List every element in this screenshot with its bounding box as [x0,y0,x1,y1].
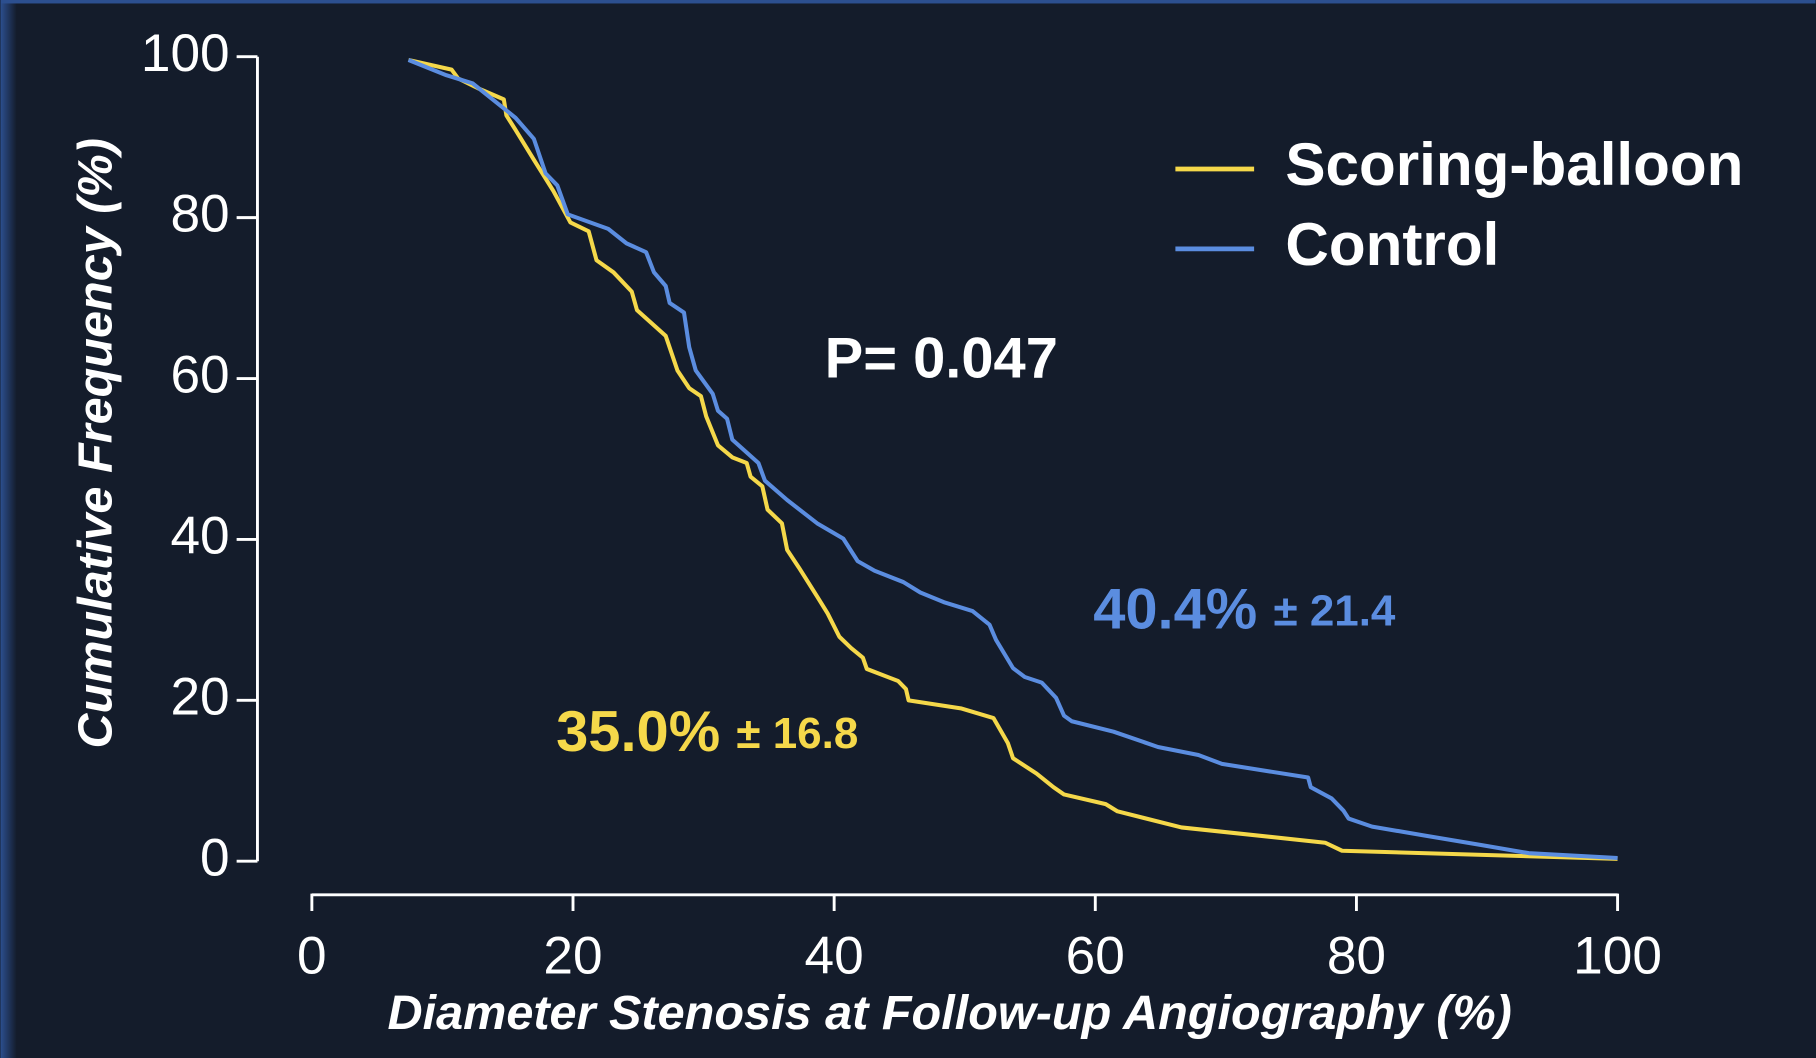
x-tick-label: 40 [805,927,864,986]
y-tick-label: 0 [200,828,230,887]
annotation: P= 0.047 [825,327,1058,391]
x-tick-label: 60 [1066,927,1125,986]
series-line [407,58,1618,861]
annotation-text: P= 0.047 [825,327,1058,391]
y-axis-title: Cumulative Frequency (%) [69,138,123,748]
x-tick-label: 0 [297,927,327,986]
x-tick-label: 100 [1573,927,1662,986]
y-tick-label: 60 [170,346,229,405]
annotation-text: 40.4% [1093,578,1257,642]
edge [0,0,1816,4]
edge [0,0,17,1058]
x-tick-label: 20 [543,927,602,986]
annotation: 40.4% ± 21.4 [1093,578,1396,642]
y-tick-label: 100 [141,24,230,83]
y-tick-label: 80 [170,185,229,244]
legend-label: Control [1285,211,1499,278]
annotation-sub: ± 16.8 [736,709,858,758]
legend-label: Scoring-balloon [1285,131,1743,198]
annotation-sub: ± 21.4 [1273,586,1395,635]
series-line [408,57,1618,861]
annotation: 35.0% ± 16.8 [556,700,858,764]
x-axis-title: Diameter Stenosis at Follow-up Angiograp… [387,986,1511,1040]
y-tick-label: 20 [170,667,229,726]
y-tick-label: 40 [170,506,229,565]
x-tick-label: 80 [1327,927,1386,986]
annotation-text: 35.0% [556,700,720,764]
